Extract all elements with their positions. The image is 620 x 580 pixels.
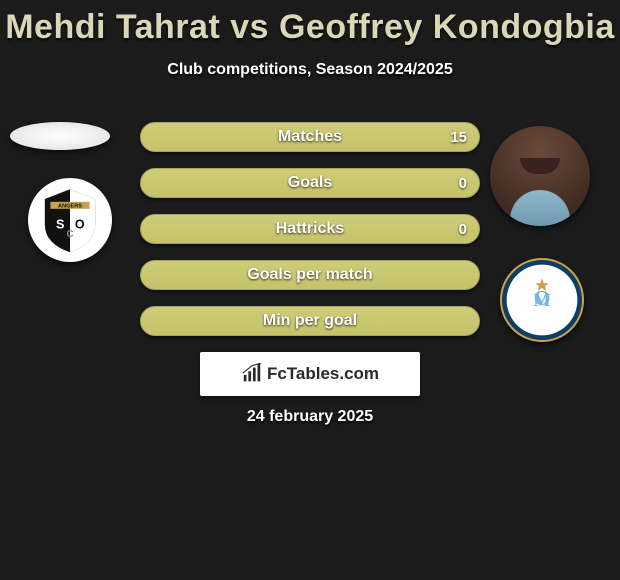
stat-bar-goals-per-match: Goals per match [140,260,480,290]
page-title: Mehdi Tahrat vs Geoffrey Kondogbia [0,0,620,47]
stat-bar-goals: Goals 0 [140,168,480,198]
stat-value: 0 [459,215,467,243]
stat-label: Hattricks [141,215,479,243]
stat-bar-hattricks: Hattricks 0 [140,214,480,244]
date-text: 24 february 2025 [0,408,620,426]
stat-label: Goals per match [141,261,479,289]
stat-value: 0 [459,169,467,197]
barchart-icon [241,363,263,385]
svg-text:M: M [534,290,551,310]
brand-box: FcTables.com [200,352,420,396]
svg-text:O: O [75,217,85,231]
stat-value: 15 [450,123,467,151]
stat-label: Min per goal [141,307,479,335]
page-subtitle: Club competitions, Season 2024/2025 [0,61,620,79]
stat-bar-min-per-goal: Min per goal [140,306,480,336]
svg-text:C: C [66,229,73,240]
stats-bars: Matches 15 Goals 0 Hattricks 0 Goals per… [140,122,480,352]
player-avatar-right [490,126,590,226]
stat-label: Matches [141,123,479,151]
brand-text: FcTables.com [267,364,379,384]
player-avatar-left [10,122,110,150]
club-crest-right: O M [500,258,584,342]
svg-text:S: S [56,217,64,231]
club-crest-left: ANGERS S O C [28,178,112,262]
stat-bar-matches: Matches 15 [140,122,480,152]
stat-label: Goals [141,169,479,197]
svg-text:ANGERS: ANGERS [58,203,82,209]
